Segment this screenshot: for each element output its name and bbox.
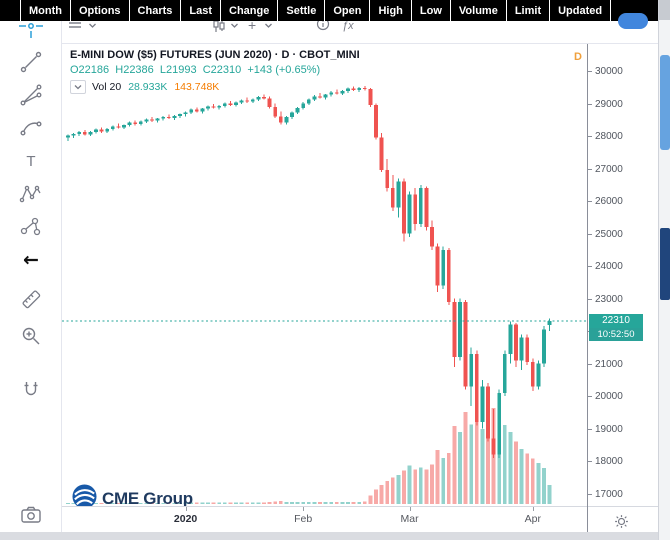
chart-settings-gear-icon[interactable] (614, 514, 629, 534)
time-tick (303, 507, 305, 511)
nav-tab-limit[interactable]: Limit (507, 0, 551, 21)
scroll-top-button[interactable] (618, 13, 648, 29)
nav-tab-month[interactable]: Month (20, 0, 71, 21)
crosshair-icon[interactable] (16, 21, 46, 39)
compare-icon[interactable]: + (248, 21, 257, 33)
magnet-icon[interactable] (16, 378, 46, 404)
time-tick (185, 507, 187, 511)
time-axis[interactable]: 2020 Feb Mar Apr (62, 506, 587, 532)
scrollbar-cap (659, 0, 670, 20)
drawing-toolbar: T ← (0, 21, 62, 532)
symbol-title: E-MINI DOW ($5) FUTURES (JUN 2020) · D ·… (70, 49, 360, 61)
price-axis[interactable]: 30000 29000 28000 27000 26000 25000 24000 23000… (587, 44, 658, 532)
interval-badge: D (574, 51, 582, 63)
brush-icon[interactable] (16, 115, 46, 141)
text-icon[interactable]: T (16, 148, 46, 174)
pattern-icon[interactable] (16, 181, 46, 207)
indicators-icon[interactable]: ƒx (342, 21, 354, 32)
time-label-2020: 2020 (173, 513, 198, 525)
bar-countdown-label: 10:52:50 (589, 327, 643, 341)
nav-tab-settle[interactable]: Settle (278, 0, 326, 21)
price-tick-26000: 26000 (588, 196, 623, 207)
price-tick-17000: 17000 (588, 489, 623, 500)
page-scrollbar[interactable] (658, 0, 670, 540)
nav-tab-charts[interactable]: Charts (130, 0, 182, 21)
menu-caret-icon[interactable] (88, 21, 97, 33)
gann-fib-icon[interactable] (16, 82, 46, 108)
svg-text:T: T (26, 153, 35, 170)
nav-tab-change[interactable]: Change (221, 0, 279, 21)
nav-tab-updated[interactable]: Updated (550, 0, 612, 21)
screenshot-icon[interactable] (16, 502, 46, 528)
scrollbar-thumb-blue[interactable] (660, 55, 670, 150)
time-tick (409, 507, 411, 511)
price-tick-30000: 30000 (588, 66, 623, 77)
nav-tab-high[interactable]: High (370, 0, 412, 21)
candlestick-chart (62, 85, 587, 504)
price-tick-24000: 24000 (588, 261, 623, 272)
volume-legend-row: Vol 20 28.933K 143.748K (70, 80, 360, 94)
info-icon[interactable] (316, 21, 330, 35)
price-tick-28000: 28000 (588, 131, 623, 142)
nav-tab-volume[interactable]: Volume (451, 0, 507, 21)
price-tick-29000: 29000 (588, 99, 623, 110)
candle-style-caret-icon[interactable] (230, 21, 239, 33)
zoom-in-icon[interactable] (16, 323, 46, 349)
ohlc-values: O22186 H22386 L21993 C22310 +143 (+0.65%… (70, 64, 321, 76)
svg-text:←: ← (23, 249, 39, 271)
cme-branding: CME Group powered by TradingView (72, 484, 193, 506)
price-tick-19000: 19000 (588, 424, 623, 435)
volume-collapse-button[interactable] (70, 80, 86, 94)
arrow-icon[interactable]: ← (16, 247, 46, 273)
forecast-icon[interactable] (16, 214, 46, 240)
time-label-Apr: Apr (524, 513, 541, 525)
price-tick-23000: 23000 (588, 294, 623, 305)
horizontal-scrollbar[interactable] (0, 532, 658, 540)
price-tick-18000: 18000 (588, 456, 623, 467)
candle-style-icon[interactable] (212, 21, 226, 37)
price-tick-21000: 21000 (588, 359, 623, 370)
nav-tab-last[interactable]: Last (181, 0, 222, 21)
trend-line-icon[interactable] (16, 49, 46, 75)
menu-icon[interactable] (68, 21, 82, 33)
chart-plot-area[interactable]: E-MINI DOW ($5) FUTURES (JUN 2020) · D ·… (62, 44, 587, 506)
nav-tab-options[interactable]: Options (71, 0, 130, 21)
quotes-table-header-row: Month Options Charts Last Change Settle Open Hi… (0, 0, 658, 21)
nav-tab-low[interactable]: Low (412, 0, 451, 21)
chart-legend: E-MINI DOW ($5) FUTURES (JUN 2020) · D ·… (70, 49, 360, 94)
cme-wordmark: CME Group (102, 489, 193, 506)
compare-caret-icon[interactable] (264, 21, 273, 33)
time-tick (532, 507, 534, 511)
chevron-down-icon (74, 85, 82, 90)
time-label-Feb: Feb (294, 513, 313, 525)
price-tick-27000: 27000 (588, 164, 623, 175)
last-price-label: 22310 (589, 313, 643, 328)
price-tick-25000: 25000 (588, 229, 623, 240)
scrollbar-thumb-navy[interactable] (660, 228, 670, 300)
volume-indicator-label: Vol 20 (92, 81, 122, 93)
ruler-icon[interactable] (16, 286, 46, 312)
volume-current-value: 28.933K (128, 81, 168, 93)
volume-ma-value: 143.748K (174, 81, 220, 93)
time-label-Mar: Mar (400, 513, 419, 525)
nav-tab-open[interactable]: Open (325, 0, 371, 21)
price-tick-20000: 20000 (588, 391, 623, 402)
chart-top-toolbar: + ƒx (62, 21, 658, 44)
cme-globe-logo-icon (72, 484, 97, 506)
axis-separator (588, 506, 658, 507)
